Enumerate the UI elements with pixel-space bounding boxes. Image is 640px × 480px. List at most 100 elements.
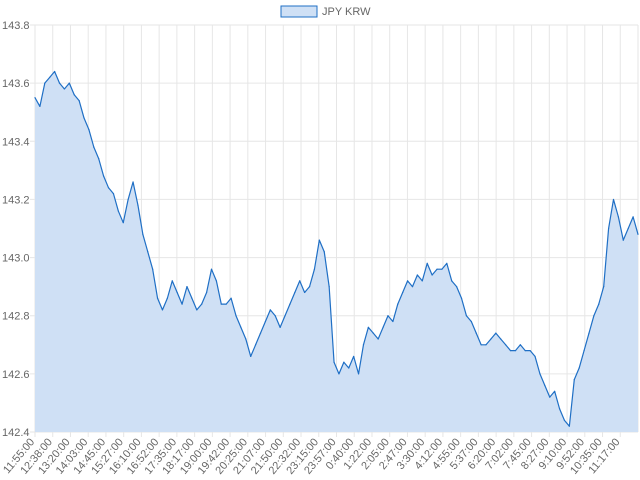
data-point[interactable] xyxy=(49,76,51,78)
data-point[interactable] xyxy=(230,297,232,299)
data-point[interactable] xyxy=(578,367,580,369)
data-point[interactable] xyxy=(421,280,423,282)
data-point[interactable] xyxy=(83,117,85,119)
data-point[interactable] xyxy=(201,303,203,305)
data-point[interactable] xyxy=(39,105,41,107)
data-point[interactable] xyxy=(152,268,154,270)
data-point[interactable] xyxy=(171,280,173,282)
data-point[interactable] xyxy=(313,268,316,270)
data-point[interactable] xyxy=(98,158,100,160)
data-point[interactable] xyxy=(490,338,492,340)
data-point[interactable] xyxy=(240,326,242,328)
data-point[interactable] xyxy=(622,239,624,241)
data-point[interactable] xyxy=(495,332,497,334)
data-point[interactable] xyxy=(274,315,276,317)
data-point[interactable] xyxy=(44,82,46,84)
data-point[interactable] xyxy=(607,227,610,230)
data-point[interactable] xyxy=(137,204,139,206)
data-point[interactable] xyxy=(58,82,61,84)
data-point[interactable] xyxy=(460,297,463,299)
data-point[interactable] xyxy=(568,425,570,427)
data-point[interactable] xyxy=(205,291,208,294)
data-point[interactable] xyxy=(294,291,296,294)
data-point[interactable] xyxy=(103,175,105,177)
data-point[interactable] xyxy=(416,274,418,276)
data-point[interactable] xyxy=(519,344,521,346)
data-point[interactable] xyxy=(284,315,286,317)
data-point[interactable] xyxy=(279,326,281,328)
data-point[interactable] xyxy=(88,129,90,131)
data-point[interactable] xyxy=(333,361,335,363)
data-point[interactable] xyxy=(343,361,345,363)
data-point[interactable] xyxy=(583,350,585,352)
data-point[interactable] xyxy=(563,419,566,421)
data-point[interactable] xyxy=(372,332,374,334)
data-point[interactable] xyxy=(235,315,237,317)
data-point[interactable] xyxy=(402,291,404,294)
data-point[interactable] xyxy=(431,274,433,276)
data-point[interactable] xyxy=(323,251,325,253)
data-point[interactable] xyxy=(215,280,217,282)
data-point[interactable] xyxy=(397,303,399,305)
data-point[interactable] xyxy=(485,344,487,346)
data-point[interactable] xyxy=(514,350,517,352)
data-point[interactable] xyxy=(573,379,575,381)
data-point[interactable] xyxy=(436,268,438,270)
data-point[interactable] xyxy=(509,350,512,352)
data-point[interactable] xyxy=(377,338,379,340)
data-point[interactable] xyxy=(612,198,615,201)
data-point[interactable] xyxy=(554,390,556,392)
data-point[interactable] xyxy=(245,338,247,340)
data-point[interactable] xyxy=(269,309,271,311)
data-point[interactable] xyxy=(500,338,502,340)
data-point[interactable] xyxy=(593,315,595,317)
data-point[interactable] xyxy=(176,291,178,294)
data-point[interactable] xyxy=(441,268,443,270)
data-point[interactable] xyxy=(299,280,301,282)
data-point[interactable] xyxy=(475,332,477,334)
data-point[interactable] xyxy=(392,320,394,323)
data-point[interactable] xyxy=(338,373,340,375)
data-point[interactable] xyxy=(156,297,159,299)
data-point[interactable] xyxy=(524,350,526,352)
data-point[interactable] xyxy=(112,193,115,195)
data-point[interactable] xyxy=(107,187,110,189)
data-point[interactable] xyxy=(142,233,144,235)
data-point[interactable] xyxy=(539,373,541,375)
data-point[interactable] xyxy=(191,297,193,299)
data-point[interactable] xyxy=(558,408,561,410)
data-point[interactable] xyxy=(617,216,619,218)
data-point[interactable] xyxy=(308,286,311,288)
data-point[interactable] xyxy=(456,286,458,288)
data-point[interactable] xyxy=(255,344,257,346)
data-point[interactable] xyxy=(387,315,389,317)
legend-swatch[interactable] xyxy=(280,5,318,18)
data-point[interactable] xyxy=(411,286,414,288)
data-point[interactable] xyxy=(259,332,262,334)
data-point[interactable] xyxy=(406,280,409,282)
data-point[interactable] xyxy=(196,309,198,311)
data-point[interactable] xyxy=(627,227,629,230)
data-point[interactable] xyxy=(362,344,365,346)
data-point[interactable] xyxy=(210,268,213,270)
data-point[interactable] xyxy=(93,146,95,148)
data-point[interactable] xyxy=(480,344,482,346)
data-point[interactable] xyxy=(451,280,453,282)
data-point[interactable] xyxy=(147,251,149,253)
data-point[interactable] xyxy=(348,367,350,369)
data-point[interactable] xyxy=(54,70,56,73)
data-point[interactable] xyxy=(632,216,634,218)
data-point[interactable] xyxy=(353,355,355,358)
data-point[interactable] xyxy=(328,286,330,288)
data-point[interactable] xyxy=(465,315,468,317)
data-point[interactable] xyxy=(250,355,252,358)
data-point[interactable] xyxy=(220,303,222,305)
data-point[interactable] xyxy=(304,291,306,294)
data-point[interactable] xyxy=(186,286,188,288)
data-point[interactable] xyxy=(505,344,507,346)
data-point[interactable] xyxy=(603,286,605,288)
data-point[interactable] xyxy=(78,99,80,102)
data-point[interactable] xyxy=(318,239,320,241)
data-point[interactable] xyxy=(117,210,119,212)
data-point[interactable] xyxy=(446,262,448,264)
